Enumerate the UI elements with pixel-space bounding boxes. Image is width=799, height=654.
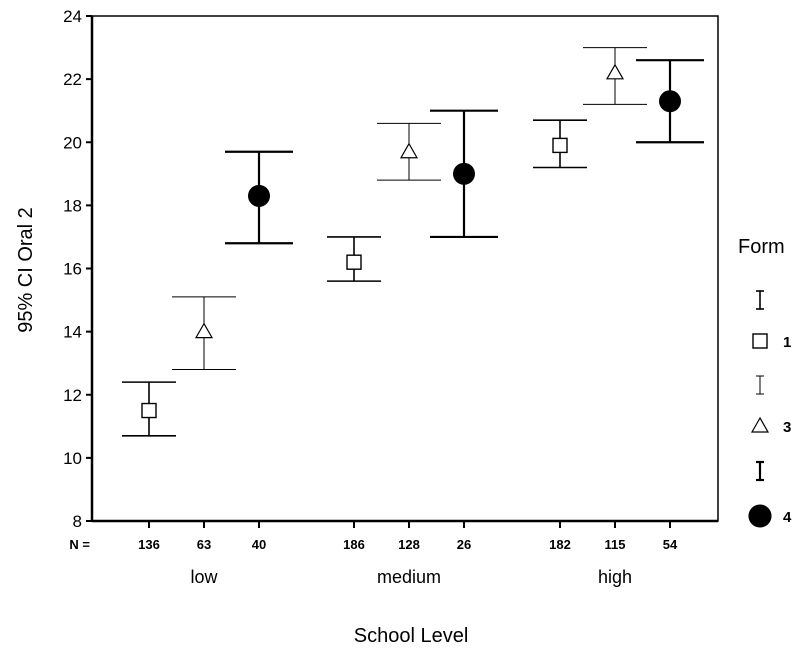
- legend: 1 3 4: [748, 290, 792, 528]
- category-label: medium: [377, 567, 441, 587]
- y-tick-label: 24: [63, 7, 82, 26]
- mean-point: [141, 402, 157, 419]
- mean-point: [552, 137, 568, 154]
- n-count-label: 63: [197, 537, 211, 552]
- mean-point: [346, 254, 362, 270]
- mean-point: [605, 63, 625, 80]
- x-axis: 136 63 40 low 186 128 26 medium 182 115 54 high: [138, 521, 678, 587]
- y-axis: 8 10 12 14 16 18 20 22 24: [63, 7, 92, 531]
- y-tick-label: 20: [63, 133, 82, 152]
- y-tick-label: 10: [63, 449, 82, 468]
- category-label: high: [598, 567, 632, 587]
- n-count-label: 115: [605, 537, 626, 552]
- y-tick-label: 16: [63, 260, 82, 279]
- n-count-label: 40: [252, 537, 266, 552]
- n-prefix-label: N =: [69, 537, 90, 552]
- y-tick-label: 22: [63, 70, 82, 89]
- mean-point: [659, 90, 681, 113]
- series-layer: [122, 47, 704, 437]
- y-tick-label: 12: [63, 386, 82, 405]
- series-form-3: [172, 47, 647, 370]
- legend-label: 1: [783, 334, 791, 351]
- legend-title: Form: [738, 236, 785, 258]
- legend-marker-icon: [748, 504, 772, 528]
- series-form-4: [225, 59, 704, 245]
- legend-label: 3: [783, 419, 791, 436]
- mean-point: [453, 162, 475, 185]
- x-axis-title: School Level: [354, 625, 469, 647]
- n-count-label: 54: [663, 537, 678, 552]
- n-count-label: 26: [457, 537, 471, 552]
- series-form-1: [122, 119, 587, 437]
- legend-marker-icon: [752, 333, 768, 349]
- y-axis-title: 95% CI Oral 2: [15, 207, 37, 333]
- y-tick-label: 8: [73, 512, 82, 531]
- y-tick-label: 18: [63, 196, 82, 215]
- n-count-label: 186: [343, 537, 365, 552]
- mean-point: [248, 184, 270, 207]
- legend-marker-icon: [750, 416, 770, 433]
- n-count-label: 182: [549, 537, 571, 552]
- mean-point: [399, 142, 419, 159]
- category-label: low: [190, 567, 218, 587]
- plot-border: [91, 15, 719, 522]
- n-count-label: 128: [398, 537, 420, 552]
- legend-label: 4: [783, 509, 792, 526]
- n-count-label: 136: [138, 537, 160, 552]
- plot-frame: [90, 15, 719, 523]
- y-tick-label: 14: [63, 323, 82, 342]
- mean-point: [194, 322, 214, 339]
